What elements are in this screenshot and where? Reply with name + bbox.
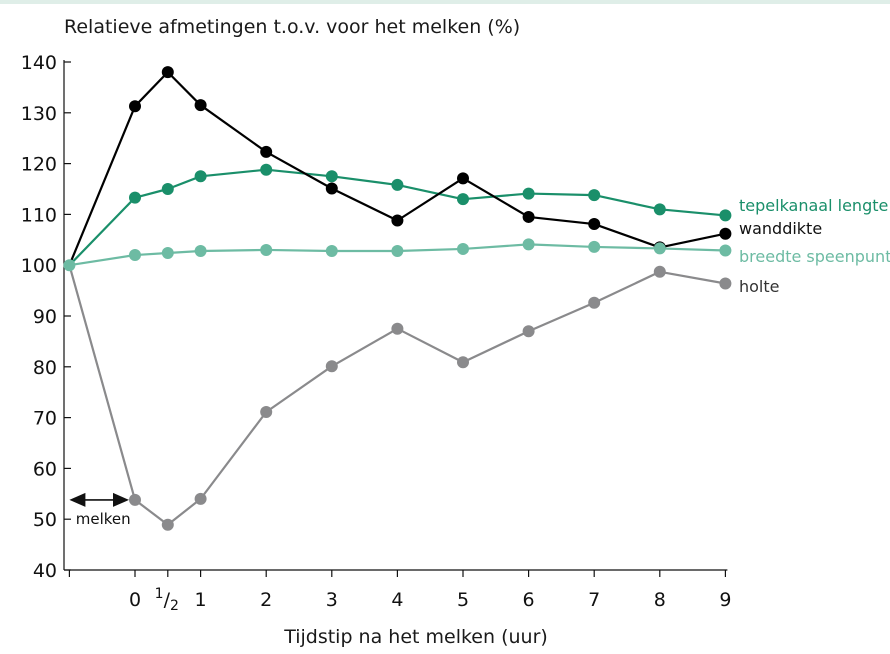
data-point-holte <box>162 519 174 531</box>
data-point-wanddikte <box>162 66 174 78</box>
data-point-holte <box>129 494 141 506</box>
data-point-tepelkanaal-lengte <box>260 164 272 176</box>
data-point-tepelkanaal-lengte <box>195 170 207 182</box>
data-point-tepelkanaal-lengte <box>719 209 731 221</box>
x-tick-label: 8 <box>654 589 666 611</box>
legend-label-breedte-speenpunt: breedte speenpunt <box>739 247 890 266</box>
data-point-breedte-speenpunt <box>654 242 666 254</box>
x-tick-label: 0 <box>129 589 141 611</box>
y-tick-label: 140 <box>21 52 57 74</box>
series-line-wanddikte <box>69 72 725 265</box>
y-tick-label: 40 <box>33 560 57 582</box>
data-point-holte <box>523 325 535 337</box>
data-point-holte <box>457 356 469 368</box>
data-point-holte <box>195 493 207 505</box>
melken-label: melken <box>76 510 131 528</box>
data-point-holte <box>391 323 403 335</box>
data-point-breedte-speenpunt <box>588 241 600 253</box>
x-tick-label: 4 <box>391 589 403 611</box>
annotation-group: melken <box>69 493 130 528</box>
data-point-tepelkanaal-lengte <box>391 179 403 191</box>
y-tick-label: 120 <box>21 154 57 176</box>
arrow-right-icon <box>113 493 129 507</box>
y-axis-label: Relatieve afmetingen t.o.v. voor het mel… <box>64 16 520 38</box>
y-tick-label: 110 <box>21 204 57 226</box>
y-tick-label: 80 <box>33 357 57 379</box>
legend-label-tepelkanaal-lengte: tepelkanaal lengte <box>739 196 888 215</box>
legend: tepelkanaal lengte wanddikte breedte speen… <box>739 196 890 296</box>
legend-label-holte: holte <box>739 277 780 296</box>
y-tick-label: 90 <box>33 306 57 328</box>
data-point-breedte-speenpunt <box>391 245 403 257</box>
data-point-wanddikte <box>326 182 338 194</box>
x-tick-label: 9 <box>719 589 731 611</box>
y-tick-label: 60 <box>33 458 57 480</box>
x-ticks: 0 1/2 1 2 3 4 5 6 7 8 9 <box>69 570 731 614</box>
data-point-tepelkanaal-lengte <box>162 183 174 195</box>
data-point-breedte-speenpunt <box>260 244 272 256</box>
data-point-breedte-speenpunt <box>129 249 141 261</box>
data-point-wanddikte <box>457 172 469 184</box>
y-tick-label: 70 <box>33 408 57 430</box>
series-group <box>63 66 731 531</box>
data-point-wanddikte <box>588 218 600 230</box>
data-point-breedte-speenpunt <box>195 245 207 257</box>
data-point-tepelkanaal-lengte <box>129 192 141 204</box>
y-tick-label: 100 <box>21 255 57 277</box>
data-point-holte <box>260 406 272 418</box>
y-tick-label: 130 <box>21 103 57 125</box>
data-point-wanddikte <box>523 211 535 223</box>
x-tick-label: 1/2 <box>155 586 179 614</box>
data-point-wanddikte <box>719 228 731 240</box>
data-point-wanddikte <box>391 214 403 226</box>
data-point-holte <box>326 360 338 372</box>
axes <box>64 60 727 570</box>
x-tick-label: 2 <box>260 589 272 611</box>
data-point-wanddikte <box>195 99 207 111</box>
data-point-breedte-speenpunt <box>457 243 469 255</box>
data-point-tepelkanaal-lengte <box>588 189 600 201</box>
x-tick-label: 3 <box>326 589 338 611</box>
data-point-wanddikte <box>129 100 141 112</box>
data-point-wanddikte <box>260 146 272 158</box>
data-point-holte <box>654 266 666 278</box>
x-tick-label: 1 <box>195 589 207 611</box>
y-tick-label: 50 <box>33 509 57 531</box>
data-point-holte <box>719 277 731 289</box>
data-point-tepelkanaal-lengte <box>326 170 338 182</box>
legend-label-wanddikte: wanddikte <box>739 219 822 238</box>
data-point-tepelkanaal-lengte <box>654 203 666 215</box>
data-point-origin <box>63 259 75 271</box>
x-tick-label: 7 <box>588 589 600 611</box>
data-point-breedte-speenpunt <box>719 244 731 256</box>
data-point-tepelkanaal-lengte <box>523 188 535 200</box>
series-line-holte <box>69 265 725 525</box>
data-point-breedte-speenpunt <box>162 247 174 259</box>
data-point-holte <box>588 297 600 309</box>
data-point-tepelkanaal-lengte <box>457 193 469 205</box>
data-point-breedte-speenpunt <box>523 238 535 250</box>
arrow-left-icon <box>69 493 85 507</box>
x-tick-label: 6 <box>523 589 535 611</box>
data-point-breedte-speenpunt <box>326 245 338 257</box>
x-axis-label: Tijdstip na het melken (uur) <box>283 626 548 648</box>
x-tick-label: 5 <box>457 589 469 611</box>
